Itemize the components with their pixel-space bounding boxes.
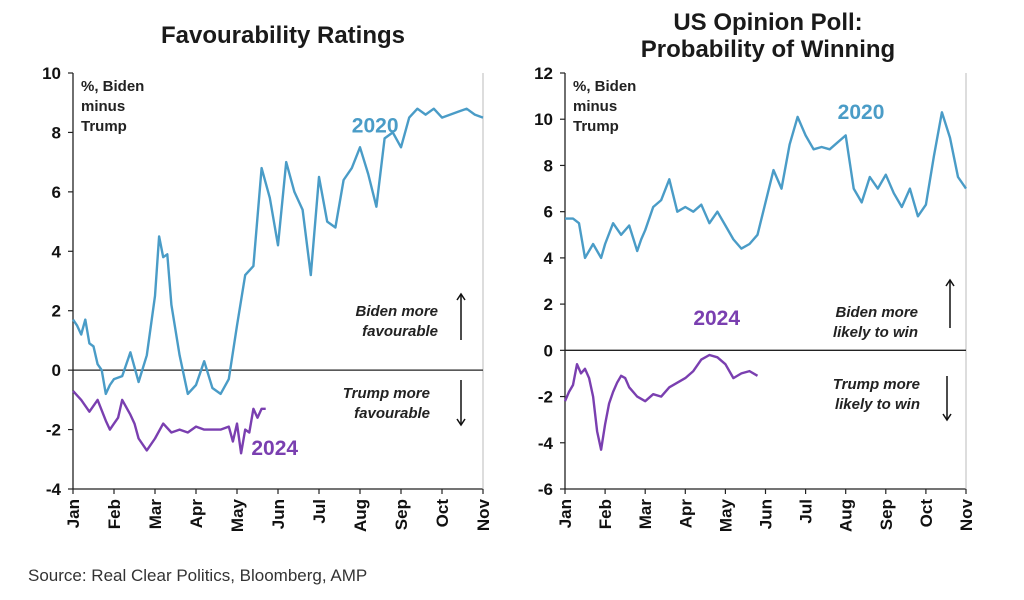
y-tick-label: 6	[544, 203, 553, 222]
y-tick-label: 8	[52, 123, 61, 142]
annotation-up: Biden more	[355, 303, 438, 320]
x-tick-label-month: Feb	[596, 499, 615, 529]
series-label-2020: 2020	[838, 101, 885, 124]
y-tick-label: 8	[544, 156, 553, 175]
x-tick-label-month: Mar	[636, 499, 655, 530]
annotation-down: likely to win	[835, 396, 920, 413]
x-tick-label-month: May	[716, 498, 735, 532]
y-tick-label: 2	[544, 295, 553, 314]
probability-chart-svg: US Opinion Poll:Probability of Winning -6…	[534, 9, 976, 532]
arrow-down-head	[456, 418, 466, 427]
x-tick-label-month: Nov	[957, 498, 976, 531]
y-tick-label: 4	[544, 249, 554, 268]
chart-panel-favourability: Favourability Ratings -4 -2 0 2 4 6 8 10 Jan Feb Ma…	[0, 0, 505, 548]
chart-title: US Opinion Poll:	[673, 9, 862, 36]
x-tick-label-month: Sep	[392, 499, 411, 530]
x-tick-label-month: Jun	[269, 499, 288, 529]
y-tick-label: 10	[534, 110, 553, 129]
chart-title: Favourability Ratings	[161, 22, 405, 49]
x-tick-label-month: Jul	[797, 499, 816, 524]
y-tick-label: -6	[538, 480, 553, 499]
y-tick-label: -4	[46, 480, 62, 499]
x-tick-label-month: Apr	[676, 499, 695, 529]
x-tick-label-month: Aug	[351, 499, 370, 532]
panel-background	[0, 0, 505, 548]
annotation-up: favourable	[362, 323, 438, 340]
chart-title: Probability of Winning	[641, 36, 895, 63]
y-tick-label: 0	[52, 361, 61, 380]
unit-label: minus	[573, 98, 617, 115]
x-tick-label-month: Aug	[837, 499, 856, 532]
y-tick-label: 6	[52, 183, 61, 202]
series-line-2024	[563, 353, 759, 451]
annotation-up: Biden more	[835, 304, 918, 321]
arrow-up-head	[945, 278, 955, 287]
unit-label: Trump	[573, 118, 619, 135]
y-tick-label: -2	[538, 388, 553, 407]
arrow-down-head	[942, 413, 952, 422]
series-line-2020	[565, 111, 967, 260]
x-tick-label-month: Mar	[146, 499, 165, 530]
annotation-down: Trump more	[833, 376, 920, 393]
x-tick-label-month: Oct	[917, 499, 936, 528]
x-tick-label-month: Jun	[757, 499, 776, 529]
series-label-2020: 2020	[352, 114, 399, 137]
y-tick-label: -2	[46, 421, 61, 440]
x-tick-label-month: Jan	[556, 499, 575, 528]
annotation-down: favourable	[354, 405, 430, 422]
arrow-up-head	[456, 292, 466, 301]
x-tick-label-month: Feb	[105, 499, 124, 529]
y-tick-label: -4	[538, 434, 554, 453]
x-tick-label-month: Nov	[474, 498, 493, 531]
favourability-chart-svg: Favourability Ratings -4 -2 0 2 4 6 8 10 Jan Feb Ma…	[42, 22, 493, 532]
x-tick-label-month: Jul	[310, 499, 329, 524]
x-tick-label-month: Jan	[64, 499, 83, 528]
panel-background	[510, 0, 1024, 548]
series-label-2024: 2024	[693, 307, 740, 330]
x-tick-label-month: Oct	[433, 499, 452, 528]
series-line-2020	[72, 107, 484, 396]
unit-label: %, Biden	[573, 78, 636, 95]
y-tick-label: 2	[52, 302, 61, 321]
series-label-2024: 2024	[251, 437, 298, 460]
annotation-up: likely to win	[833, 324, 918, 341]
x-tick-label-month: May	[228, 498, 247, 532]
unit-label: %, Biden	[81, 78, 144, 95]
series-line-2024	[72, 390, 266, 455]
x-tick-label-month: Sep	[877, 499, 896, 530]
annotation-down: Trump more	[343, 385, 430, 402]
y-tick-label: 4	[52, 242, 62, 261]
unit-label: Trump	[81, 118, 127, 135]
y-tick-label: 0	[544, 341, 553, 360]
y-tick-label: 10	[42, 64, 61, 83]
chart-panel-probability: US Opinion Poll: Probability of Winning -6…	[510, 0, 1024, 548]
x-tick-label-month: Apr	[187, 499, 206, 529]
source-note: Source: Real Clear Politics, Bloomberg, …	[28, 566, 368, 585]
unit-label: minus	[81, 98, 125, 115]
y-tick-label: 12	[534, 64, 553, 83]
